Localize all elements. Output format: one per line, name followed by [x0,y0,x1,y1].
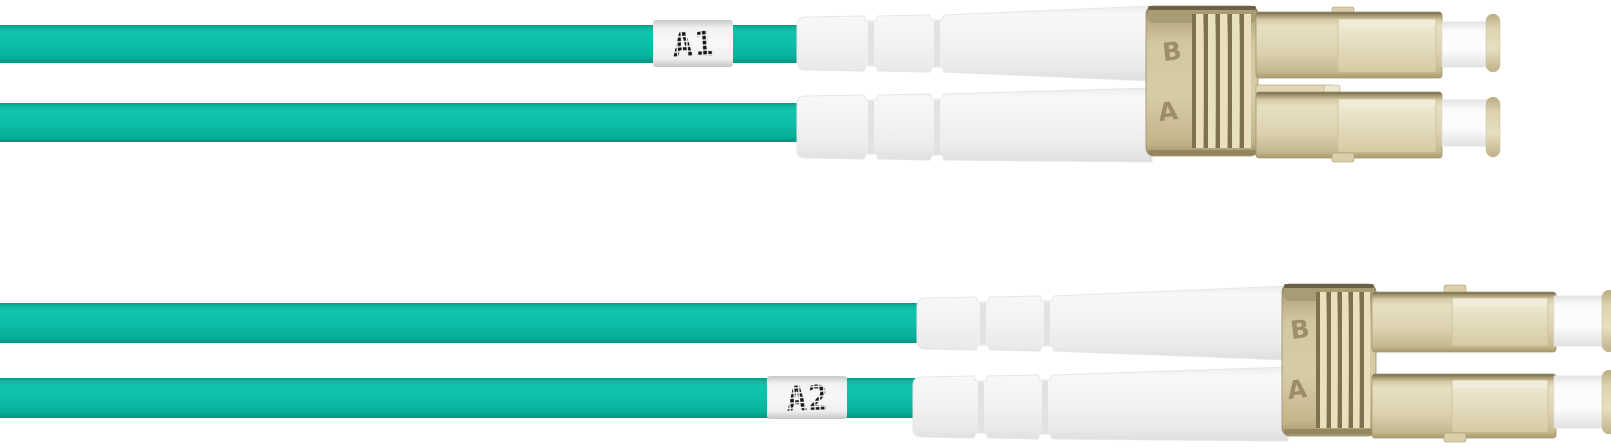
ferrule-tip [1601,369,1611,435]
cable-assembly-a2: B A A2 [0,283,1611,443]
fiber-cable-a2-upper [0,303,925,343]
strain-relief-boot [796,87,1153,163]
clip-letter-a: A [1157,96,1180,127]
connector-panel [1451,379,1549,433]
ferrule-sleeve [1553,375,1605,429]
strain-relief-boot [916,285,1289,361]
keying-tab [1443,432,1467,443]
panel-highlight [1454,300,1546,306]
strain-relief-boot [912,366,1289,442]
clip-letter-b: B [1289,314,1311,345]
panel-highlight [1340,101,1434,107]
lc-connector-lower [1371,373,1557,443]
ferrule-sleeve [1441,21,1489,68]
ferrule-tip [1601,289,1611,353]
ferrule-sleeve [1553,295,1605,347]
clip-ridges [1316,292,1370,428]
label-band [653,20,733,67]
lc-connector-upper [1255,6,1443,79]
clip-bottom-edge [1148,150,1256,155]
duplex-clip: B A [1145,5,1259,157]
clip-letter-a: A [1286,374,1309,405]
lc-connector-lower [1255,91,1443,163]
cable-label-a1: A1 [653,20,733,67]
connector-panel [1337,18,1437,73]
strain-relief-boot [796,5,1153,82]
clip-letter-b: B [1161,36,1183,67]
cable-label-a2: A2 [767,376,847,420]
keying-tab [1331,152,1355,163]
label-band [767,376,847,419]
label-text: A2 [786,378,830,419]
connector-panel [1451,297,1549,347]
label-text: A1 [672,24,716,65]
clip-ridges [1192,14,1251,148]
ferrule-tip [1485,96,1501,158]
clip-bottom-edge [1284,429,1374,434]
duplex-clip: B A [1281,283,1377,437]
clip-top-edge [1148,6,1256,10]
fiber-cable-a1-lower [0,103,805,142]
cable-assembly-a1: B A A1 [0,5,1501,163]
panel-highlight [1454,382,1546,388]
connector-panel [1337,98,1437,153]
ferrule-sleeve [1441,99,1489,147]
panel-highlight [1340,21,1434,27]
clip-top-edge [1284,284,1374,288]
lc-connector-upper [1371,284,1557,353]
ferrule-tip [1485,13,1501,73]
